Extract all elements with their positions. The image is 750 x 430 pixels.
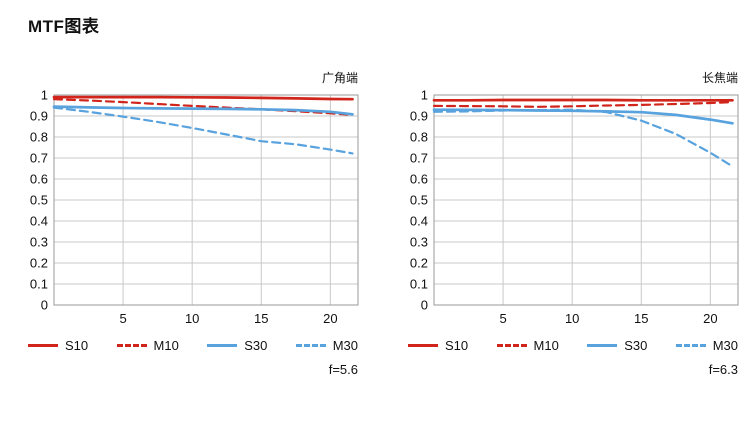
aperture-label-tele: f=6.3	[406, 362, 744, 377]
y-tick-label: 0.5	[30, 193, 48, 208]
legend-swatch-S10	[28, 344, 58, 347]
y-tick-label: 0	[41, 298, 48, 313]
y-tick-label: 0.2	[30, 256, 48, 271]
y-tick-label: 1	[421, 88, 428, 103]
legend-label-M30: M30	[713, 338, 738, 353]
y-tick-label: 0.5	[410, 193, 428, 208]
y-tick-label: 0.2	[410, 256, 428, 271]
y-tick-label: 0.3	[410, 235, 428, 250]
series-line-M10	[434, 102, 733, 107]
x-tick-label: 20	[703, 311, 717, 326]
legend-item-S10: S10	[28, 338, 88, 353]
legend-item-M30: M30	[296, 338, 358, 353]
series-line-M30	[54, 108, 353, 154]
legend-swatch-M10	[497, 344, 527, 347]
legend-item-M10: M10	[117, 338, 179, 353]
legend-item-M10: M10	[497, 338, 559, 353]
x-tick-label: 20	[323, 311, 337, 326]
legend-item-S30: S30	[587, 338, 647, 353]
x-tick-label: 15	[634, 311, 648, 326]
legend-label-S10: S10	[445, 338, 468, 353]
y-tick-label: 0.1	[410, 277, 428, 292]
y-tick-label: 1	[41, 88, 48, 103]
y-tick-label: 0.8	[410, 130, 428, 145]
page-title: MTF图表	[28, 12, 750, 37]
legend-tele: S10 M10 S30 M30	[406, 333, 744, 353]
x-tick-label: 5	[119, 311, 126, 326]
legend-label-S30: S30	[244, 338, 267, 353]
y-tick-label: 0.6	[30, 172, 48, 187]
y-tick-label: 0.1	[30, 277, 48, 292]
legend-label-S10: S10	[65, 338, 88, 353]
telephoto-label: 长焦端	[406, 69, 744, 86]
series-line-S10	[54, 97, 353, 99]
wide-angle-label: 广角端	[26, 69, 364, 86]
y-tick-label: 0.6	[410, 172, 428, 187]
y-tick-label: 0.7	[410, 151, 428, 166]
legend-label-S30: S30	[624, 338, 647, 353]
legend-label-M30: M30	[333, 338, 358, 353]
x-tick-label: 5	[499, 311, 506, 326]
y-tick-label: 0.7	[30, 151, 48, 166]
legend-swatch-M10	[117, 344, 147, 347]
y-tick-label: 0.9	[30, 109, 48, 124]
y-tick-label: 0.4	[30, 214, 48, 229]
y-tick-label: 0.9	[410, 109, 428, 124]
x-tick-label: 10	[185, 311, 199, 326]
y-tick-label: 0	[421, 298, 428, 313]
legend-swatch-M30	[296, 344, 326, 347]
x-tick-label: 10	[565, 311, 579, 326]
legend-label-M10: M10	[534, 338, 559, 353]
aperture-label-wide: f=5.6	[26, 362, 364, 377]
legend-swatch-M30	[676, 344, 706, 347]
legend-swatch-S10	[408, 344, 438, 347]
y-tick-label: 0.8	[30, 130, 48, 145]
legend-label-M10: M10	[154, 338, 179, 353]
y-tick-label: 0.4	[410, 214, 428, 229]
legend-swatch-S30	[587, 344, 617, 347]
y-tick-label: 0.3	[30, 235, 48, 250]
x-tick-label: 15	[254, 311, 268, 326]
legend-item-M30: M30	[676, 338, 738, 353]
legend-swatch-S30	[207, 344, 237, 347]
legend-item-S10: S10	[408, 338, 468, 353]
legend-wide: S10 M10 S30 M30	[26, 333, 364, 353]
legend-item-S30: S30	[207, 338, 267, 353]
